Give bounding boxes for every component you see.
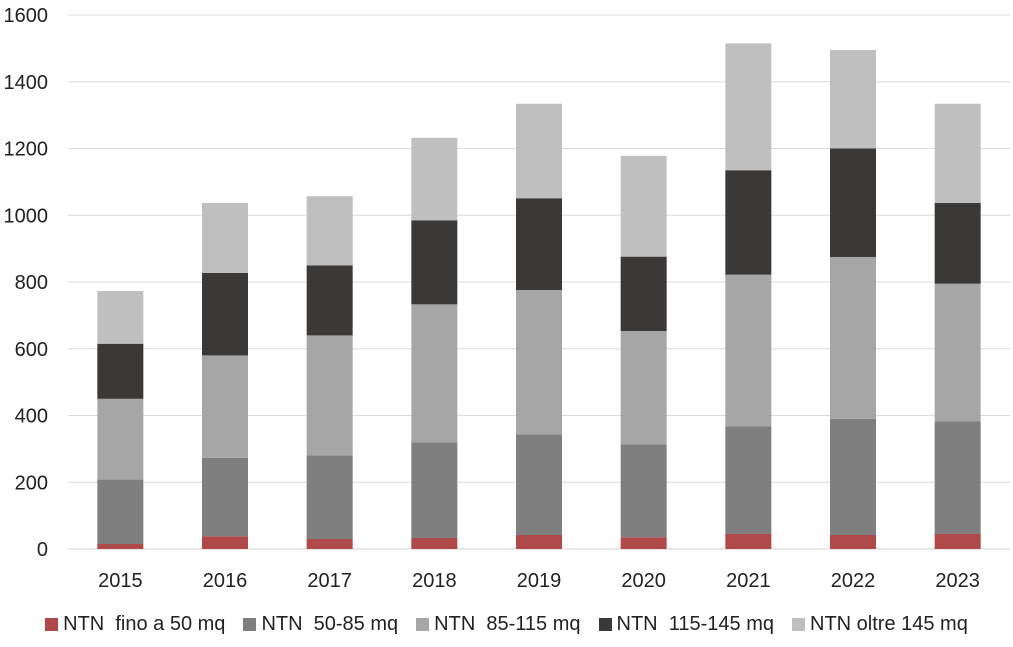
bar-segment — [934, 421, 981, 534]
bar-segment — [620, 256, 667, 332]
y-tick-label: 800 — [15, 272, 48, 294]
legend-item: NTN 50-85 mq — [243, 613, 398, 636]
bar-segment — [202, 272, 248, 356]
bar-segment — [830, 256, 876, 419]
y-tick-label: 400 — [15, 406, 48, 428]
bar-segment — [411, 137, 458, 221]
bar-segment — [934, 103, 981, 203]
bar-segment — [411, 442, 458, 538]
legend-item: NTN 85-115 mq — [416, 612, 581, 636]
bar-segment — [97, 398, 144, 480]
bar-segment — [202, 457, 248, 537]
bar-segment — [97, 479, 144, 544]
x-tick-label: 2020 — [621, 570, 666, 592]
bar-segment — [306, 335, 353, 456]
y-tick-label: 1400 — [4, 72, 49, 94]
legend: NTN fino a 50 mq NTN 50-85 mq NTN 85-115 m… — [0, 608, 1013, 640]
legend-label: NTN 85-115 mq — [434, 612, 581, 635]
bar-segment — [306, 265, 353, 336]
x-tick-label: 2016 — [203, 570, 248, 592]
bar-segment — [97, 291, 144, 344]
legend-label: NTN 50-85 mq — [261, 612, 399, 635]
bar-segment — [411, 220, 458, 305]
legend-item: NTN fino a 50 mq — [45, 613, 225, 636]
bar-segment — [306, 455, 353, 539]
bar-segment — [725, 170, 772, 275]
bar-segment — [725, 274, 772, 427]
bar-segment — [202, 202, 248, 273]
x-tick-label: 2023 — [935, 570, 980, 592]
bar-segment — [306, 538, 353, 549]
legend-swatch — [598, 617, 612, 631]
bar-segment — [306, 196, 353, 266]
bar-segment — [934, 283, 981, 422]
bar-segment — [202, 355, 248, 458]
x-tick-label: 2022 — [831, 570, 876, 592]
bar-segment — [516, 434, 562, 535]
bar-segment — [725, 533, 772, 549]
legend-item: NTN 115-145 mq — [598, 612, 774, 636]
y-tick-label: 0 — [37, 539, 48, 561]
x-tick-label: 2017 — [307, 570, 352, 592]
y-tick-label: 200 — [15, 472, 48, 494]
bars — [97, 43, 981, 549]
legend-item: NTN oltre 145 mq — [792, 613, 968, 636]
x-axis-ticks: 2015 2016 2017 2018 2019 2020 2021 2022 2023 — [98, 570, 980, 592]
bar-segment — [516, 103, 562, 199]
bar-segment — [411, 537, 458, 549]
bar-segment — [725, 426, 772, 534]
bar-segment — [411, 304, 458, 443]
bar-segment — [620, 537, 667, 549]
x-tick-label: 2019 — [517, 570, 562, 592]
x-tick-label: 2021 — [726, 570, 771, 592]
bar-segment — [830, 50, 876, 149]
bar-segment — [620, 331, 667, 445]
bar-segment — [934, 202, 981, 284]
y-axis-ticks: 0 200 400 600 800 1000 1200 1400 1600 — [4, 5, 49, 561]
bar-segment — [830, 418, 876, 535]
bar-segment — [97, 543, 144, 549]
bar-segment — [516, 198, 562, 291]
bar-segment — [830, 148, 876, 257]
bar-segment — [516, 290, 562, 435]
y-tick-label: 1600 — [4, 5, 49, 27]
y-tick-label: 1000 — [4, 205, 49, 227]
bar-segment — [202, 536, 248, 549]
bar-segment — [830, 534, 876, 549]
legend-swatch — [45, 617, 59, 631]
bar-segment — [97, 343, 144, 399]
y-tick-label: 600 — [15, 339, 48, 361]
bar-segment — [516, 534, 562, 549]
x-tick-label: 2018 — [412, 570, 457, 592]
legend-label: NTN 115-145 mq — [616, 612, 774, 635]
legend-swatch — [792, 617, 805, 631]
y-tick-label: 1200 — [4, 139, 49, 161]
legend-label: NTN fino a 50 mq — [63, 612, 226, 635]
x-tick-label: 2015 — [98, 570, 143, 592]
bar-segment — [620, 444, 667, 538]
bar-segment — [934, 533, 981, 549]
bar-segment — [620, 155, 667, 257]
legend-label: NTN oltre 145 mq — [810, 612, 968, 635]
bar-segment — [725, 43, 772, 171]
legend-swatch — [243, 617, 257, 631]
legend-swatch — [416, 617, 430, 631]
